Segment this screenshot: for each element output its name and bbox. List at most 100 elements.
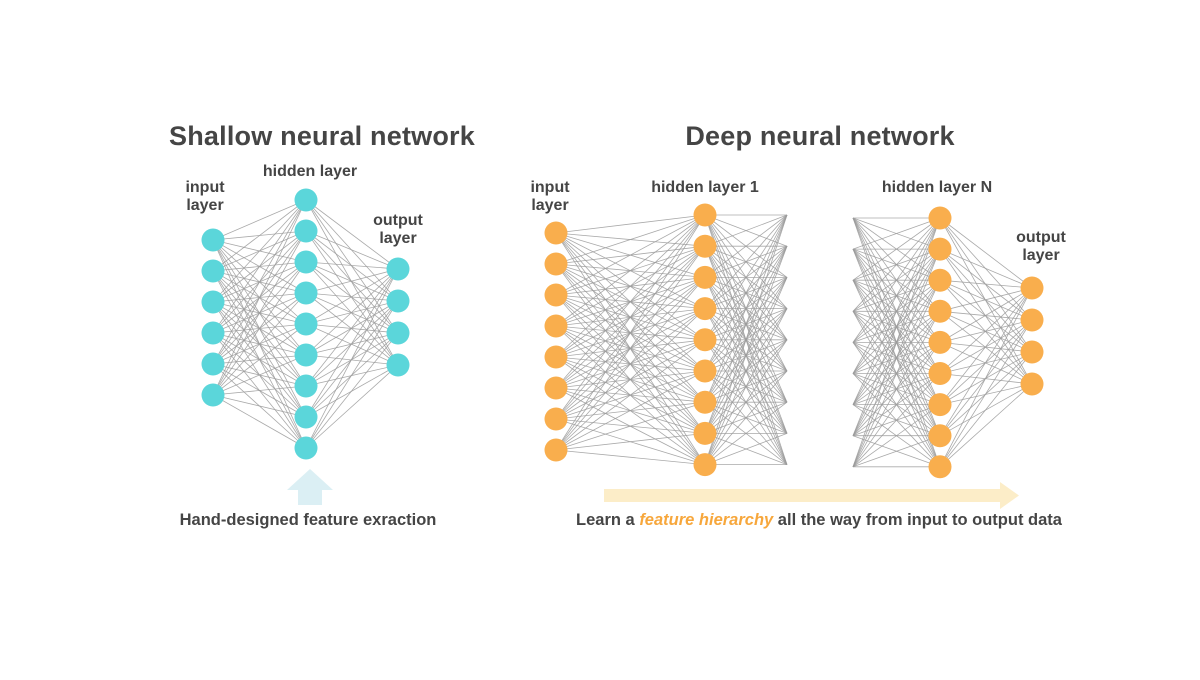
edge-line-shallow-input-hidden — [212, 199, 307, 334]
edge-line-shallow-hidden-output — [305, 199, 399, 270]
right-arrow — [604, 482, 1019, 509]
neuron-node-shallow-input — [201, 352, 225, 376]
edge-line-shallow-input-hidden — [212, 230, 307, 396]
edge-line-deep-hidden1-ghost_a — [704, 370, 788, 465]
edge-line-deep-hiddenN-output — [939, 287, 1033, 312]
neuron-node-deep-hiddenN — [928, 299, 952, 323]
edge-line-shallow-input-hidden — [212, 394, 307, 418]
edge-line-shallow-hidden-output — [305, 268, 399, 387]
edge-line-shallow-input-hidden — [212, 199, 307, 396]
deep-caption-prefix: Learn a — [576, 511, 640, 529]
edge-line-shallow-hidden-output — [305, 230, 399, 270]
neuron-node-deep-hiddenN — [928, 424, 952, 448]
edge-line-shallow-hidden-output — [305, 364, 399, 449]
edge-line-deep-hiddenN-output — [939, 248, 1033, 353]
neuron-node-shallow-input — [201, 259, 225, 283]
edge-line-deep-hiddenN-output — [939, 287, 1033, 467]
edge-line-shallow-hidden-output — [305, 268, 399, 449]
edge-line-deep-input-hidden1 — [555, 339, 706, 451]
neuron-node-shallow-output — [386, 257, 410, 281]
edge-line-deep-hiddenN-output — [939, 287, 1033, 436]
edge-line-deep-ghost_b-hiddenN — [852, 435, 941, 468]
edge-line-deep-input-hidden1 — [555, 245, 706, 451]
edge-line-deep-hiddenN-output — [939, 287, 1033, 343]
edge-line-shallow-input-hidden — [212, 354, 307, 396]
edge-line-shallow-hidden-output — [305, 300, 399, 449]
shallow-input-layer-label: input layer — [185, 179, 225, 214]
neuron-node-shallow-hidden — [294, 250, 318, 274]
edge-line-shallow-input-hidden — [212, 199, 307, 365]
edge-line-deep-input-hidden1 — [555, 370, 706, 451]
edge-line-shallow-hidden-output — [305, 268, 399, 356]
edge-line-deep-hidden1-ghost_a — [704, 339, 788, 465]
edge-line-deep-hiddenN-output — [939, 342, 1033, 385]
neuron-node-deep-hiddenN — [928, 455, 952, 479]
neuron-node-deep-input — [544, 345, 568, 369]
neuron-node-deep-input — [544, 221, 568, 245]
neuron-node-deep-input — [544, 252, 568, 276]
edge-line-shallow-hidden-output — [305, 332, 399, 449]
edge-line-deep-hiddenN-output — [939, 319, 1033, 468]
edge-line-deep-ghost_b-hiddenN — [852, 280, 941, 467]
edge-line-shallow-input-hidden — [212, 394, 307, 449]
neuron-node-deep-hidden1 — [693, 203, 717, 227]
edge-line-deep-ghost_b-hiddenN — [852, 217, 941, 436]
edge-line-shallow-hidden-output — [305, 261, 399, 302]
edge-line-deep-input-hidden1 — [555, 214, 706, 265]
neuron-node-deep-output — [1020, 340, 1044, 364]
edge-line-shallow-hidden-output — [305, 354, 399, 366]
edge-line-deep-hiddenN-output — [939, 383, 1033, 468]
neuron-node-shallow-input — [201, 321, 225, 345]
edge-line-shallow-hidden-output — [305, 292, 399, 366]
neuron-node-deep-hiddenN — [928, 268, 952, 292]
neuron-node-deep-output — [1020, 372, 1044, 396]
edge-line-deep-ghost_b-hiddenN — [852, 217, 941, 374]
deep-hidden-layer-1-label: hidden layer 1 — [651, 179, 759, 196]
edge-line-deep-input-hidden1 — [555, 308, 706, 451]
shallow-network-title: Shallow neural network — [169, 121, 475, 151]
up-arrow — [287, 469, 333, 505]
edge-line-shallow-hidden-output — [305, 268, 399, 325]
edge-line-deep-hiddenN-output — [939, 248, 1033, 321]
deep-caption-suffix: all the way from input to output data — [773, 511, 1062, 529]
edge-line-shallow-hidden-output — [305, 261, 399, 270]
edge-line-deep-ghost_b-hiddenN — [852, 217, 941, 312]
edge-line-deep-hidden1-ghost_a — [704, 214, 788, 372]
neuron-node-deep-hidden1 — [693, 297, 717, 321]
neuron-node-deep-hidden1 — [693, 234, 717, 258]
neuron-node-deep-hiddenN — [928, 393, 952, 417]
neuron-node-shallow-input — [201, 228, 225, 252]
edge-line-shallow-input-hidden — [212, 199, 307, 241]
deep-output-layer-label: output layer — [1016, 229, 1066, 264]
neuron-node-deep-hidden1 — [693, 390, 717, 414]
neuron-node-shallow-output — [386, 353, 410, 377]
neuron-node-deep-output — [1020, 308, 1044, 332]
neuron-node-deep-hiddenN — [928, 362, 952, 385]
neuron-node-deep-input — [544, 314, 568, 338]
edge-line-deep-hiddenN-output — [939, 310, 1033, 385]
neuron-node-deep-hiddenN — [928, 237, 952, 261]
edge-line-deep-hidden1-ghost_a — [704, 277, 788, 465]
edge-line-deep-input-hidden1 — [555, 214, 706, 296]
edge-line-deep-input-hidden1 — [555, 214, 706, 389]
edge-line-deep-ghost_b-hiddenN — [852, 311, 941, 467]
neuron-node-deep-input — [544, 376, 568, 400]
edge-line-deep-hidden1-ghost_a — [704, 401, 788, 465]
edge-line-deep-ghost_b-hiddenN — [852, 373, 941, 468]
deep-hidden-layer-n-label: hidden layer N — [881, 179, 993, 196]
neuron-node-deep-hidden1 — [693, 265, 717, 289]
edge-line-deep-hiddenN-output — [939, 279, 1033, 385]
edge-line-shallow-input-hidden — [212, 261, 307, 396]
neuron-node-shallow-hidden — [294, 281, 318, 305]
edge-line-shallow-hidden-output — [305, 261, 399, 366]
edge-line-shallow-input-hidden — [212, 292, 307, 396]
edge-line-deep-input-hidden1 — [555, 214, 706, 451]
edge-line-deep-input-hidden1 — [555, 214, 706, 358]
edge-line-shallow-hidden-output — [305, 323, 399, 366]
edge-line-shallow-hidden-output — [305, 230, 399, 334]
neuron-node-shallow-output — [386, 289, 410, 313]
edge-line-deep-hiddenN-output — [939, 287, 1033, 374]
edge-line-shallow-hidden-output — [305, 292, 399, 302]
neuron-node-shallow-hidden — [294, 405, 318, 429]
